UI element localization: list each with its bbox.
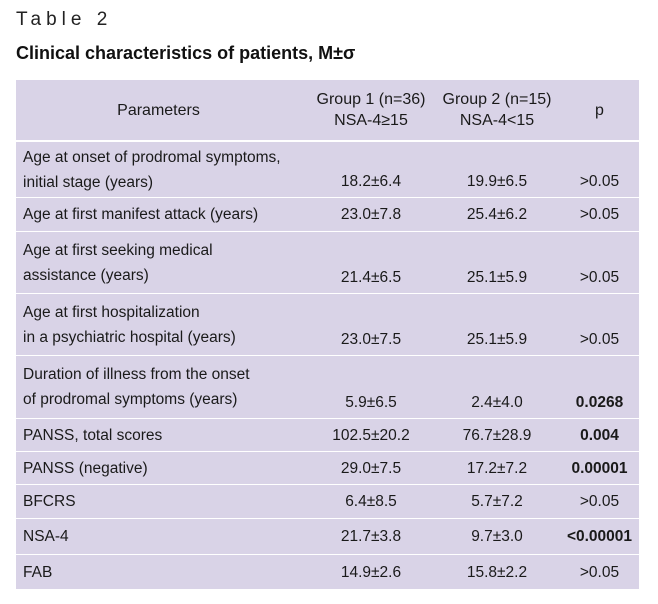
table-row: FAB 14.9±2.6 15.8±2.2 >0.05 xyxy=(16,555,639,589)
table-title: Clinical characteristics of patients, M±… xyxy=(16,43,356,63)
table-row: Age at first manifest attack (years) 23.… xyxy=(16,198,639,232)
table-number: Table 2 xyxy=(16,9,113,30)
row-parameter-line1: Age at first seeking medical xyxy=(23,241,213,259)
row-parameter: Duration of illness from the onset of pr… xyxy=(23,356,308,418)
row-group-2-value: 25.1±5.9 xyxy=(466,269,528,286)
row-group-2-value: 5.7±7.2 xyxy=(471,493,523,510)
row-parameter: Age at first manifest attack (years) xyxy=(23,206,259,223)
row-parameter: Age at onset of prodromal symptoms, init… xyxy=(23,142,308,197)
row-group-1-value: 18.2±6.4 xyxy=(340,173,402,190)
row-group-1-value: 21.4±6.5 xyxy=(340,269,402,286)
row-group-1-value: 29.0±7.5 xyxy=(340,459,402,477)
header-group-2: Group 2 (n=15) NSA-4<15 xyxy=(434,80,560,140)
row-p-value: 0.004 xyxy=(580,426,619,444)
row-parameter-line1: Age at first hospitalization xyxy=(23,303,200,321)
header-p-value: p xyxy=(560,80,639,140)
row-group-1-value: 6.4±8.5 xyxy=(345,493,397,510)
table-row: Duration of illness from the onset of pr… xyxy=(16,356,639,419)
header-group-2-line1: Group 2 (n=15) xyxy=(442,91,552,108)
row-parameter-line1: Age at onset of prodromal symptoms, xyxy=(23,148,281,166)
row-parameter-line1: Duration of illness from the onset xyxy=(23,366,250,383)
row-group-1-value: 5.9±6.5 xyxy=(345,394,397,411)
row-p-value: >0.05 xyxy=(579,269,620,286)
header-parameters: Parameters xyxy=(16,80,301,140)
table-row: Age at first seeking medical assistance … xyxy=(16,232,639,294)
row-parameter-line2: of prodromal symptoms (years) xyxy=(23,391,238,408)
row-group-1-value: 23.0±7.8 xyxy=(340,206,402,223)
row-parameter: Age at first hospitalization in a psychi… xyxy=(23,294,308,355)
header-group-1: Group 1 (n=36) NSA-4≥15 xyxy=(308,80,434,140)
row-group-1-value: 14.9±2.6 xyxy=(340,563,402,581)
header-p-label: p xyxy=(595,101,604,119)
row-p-value: >0.05 xyxy=(579,493,620,510)
table-row: NSA-4 21.7±3.8 9.7±3.0 <0.00001 xyxy=(16,519,639,555)
row-group-2-value: 2.4±4.0 xyxy=(471,394,523,411)
row-group-2-value: 19.9±6.5 xyxy=(466,173,528,190)
row-group-2-value: 9.7±3.0 xyxy=(471,528,523,545)
row-p-value: >0.05 xyxy=(579,173,620,190)
table-row: PANSS, total scores 102.5±20.2 76.7±28.9… xyxy=(16,419,639,452)
row-group-1-value: 23.0±7.5 xyxy=(340,331,402,348)
row-p-value: >0.05 xyxy=(579,563,620,581)
row-p-value: <0.00001 xyxy=(566,528,633,545)
header-group-1-line2: NSA-4≥15 xyxy=(334,112,408,129)
row-group-2-value: 76.7±28.9 xyxy=(462,426,532,444)
row-parameter-line2: in a psychiatric hospital (years) xyxy=(23,328,236,346)
row-group-2-value: 17.2±7.2 xyxy=(466,459,528,477)
table-row: PANSS (negative) 29.0±7.5 17.2±7.2 0.000… xyxy=(16,452,639,485)
row-group-2-value: 15.8±2.2 xyxy=(466,563,528,581)
row-p-value: >0.05 xyxy=(579,206,620,223)
row-p-value: 0.00001 xyxy=(571,459,628,477)
row-parameter-line2: initial stage (years) xyxy=(23,173,154,191)
table-header-row: Parameters Group 1 (n=36) NSA-4≥15 Group… xyxy=(16,80,639,142)
row-parameter: FAB xyxy=(23,563,53,581)
row-parameter: PANSS, total scores xyxy=(23,426,163,444)
row-group-2-value: 25.1±5.9 xyxy=(466,331,528,348)
row-parameter: PANSS (negative) xyxy=(23,459,148,477)
header-group-2-line2: NSA-4<15 xyxy=(459,112,535,129)
row-parameter-line2: assistance (years) xyxy=(23,266,149,284)
row-group-1-value: 21.7±3.8 xyxy=(340,528,402,545)
table-row: BFCRS 6.4±8.5 5.7±7.2 >0.05 xyxy=(16,485,639,519)
row-p-value: >0.05 xyxy=(579,331,620,348)
row-parameter: Age at first seeking medical assistance … xyxy=(23,232,308,293)
clinical-characteristics-table: Parameters Group 1 (n=36) NSA-4≥15 Group… xyxy=(16,80,639,589)
header-group-1-line1: Group 1 (n=36) xyxy=(316,91,426,108)
row-p-value: 0.0268 xyxy=(575,394,624,411)
row-group-2-value: 25.4±6.2 xyxy=(466,206,528,223)
row-parameter: BFCRS xyxy=(23,493,76,510)
header-parameters-label: Parameters xyxy=(117,101,200,119)
table-row: Age at onset of prodromal symptoms, init… xyxy=(16,142,639,198)
row-parameter: NSA-4 xyxy=(23,528,69,545)
row-group-1-value: 102.5±20.2 xyxy=(332,426,410,444)
table-row: Age at first hospitalization in a psychi… xyxy=(16,294,639,356)
